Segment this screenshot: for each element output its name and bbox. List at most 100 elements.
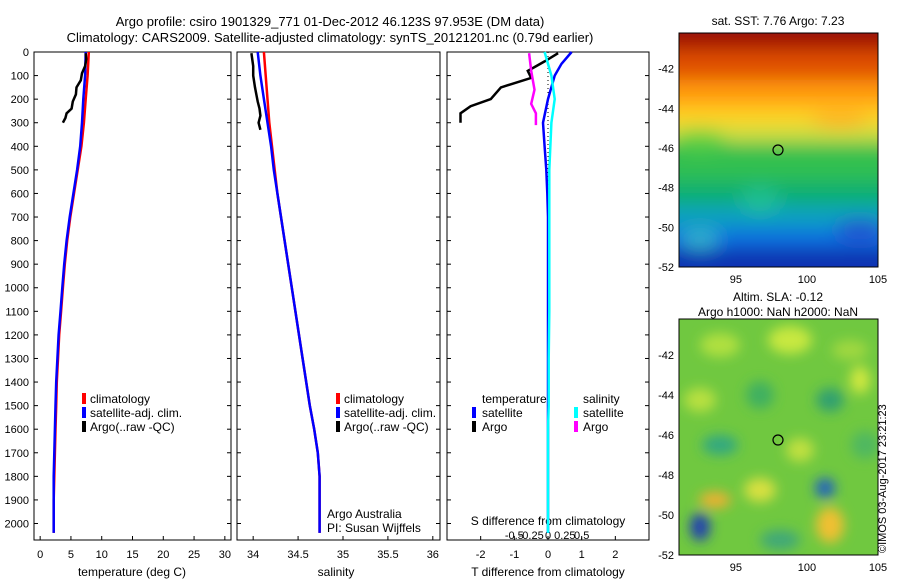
legend-swatch-t-satellite xyxy=(472,407,476,418)
depth-tick-label: 1100 xyxy=(5,306,29,318)
series-line-1 xyxy=(459,52,559,123)
legend-swatch-climatology xyxy=(82,393,86,404)
sla-map-frame xyxy=(678,318,879,556)
sst-y-axis: -42 -44 -46 -48 -50 -52 xyxy=(658,64,674,274)
map-y-tick-label: -42 xyxy=(658,350,674,362)
series-line-3 xyxy=(527,53,538,126)
x-tick-label: 34.5 xyxy=(287,549,308,561)
legend-swatch-climatology xyxy=(336,393,340,404)
attribution-line2: PI: Susan Wijffels xyxy=(327,521,421,535)
temperature-axes xyxy=(33,51,232,541)
x-tick-label: 15 xyxy=(126,549,138,561)
series-line-2 xyxy=(61,53,88,124)
map-y-tick-label: -44 xyxy=(658,103,674,115)
legend-swatch-t-argo xyxy=(472,421,476,432)
map-y-tick-label: -48 xyxy=(658,470,674,482)
legend-label-t-argo: Argo xyxy=(482,420,508,434)
x-tick-label: 35 xyxy=(337,549,349,561)
temperature-xlabel: temperature (deg C) xyxy=(78,565,186,579)
depth-tick-label: 800 xyxy=(11,236,29,248)
map-y-tick-label: -44 xyxy=(658,390,674,402)
legend-label-argo: Argo(..raw -QC) xyxy=(344,420,429,434)
temperature-series xyxy=(52,51,91,533)
chart-subtitle: Climatology: CARS2009. Satellite-adjuste… xyxy=(66,30,594,45)
x-tick-label: 1 xyxy=(579,549,585,561)
x-tick-label: 5 xyxy=(68,549,74,561)
x-tick-label: 35.5 xyxy=(377,549,398,561)
sst-map-title: sat. SST: 7.76 Argo: 7.23 xyxy=(712,14,845,28)
depth-tick-label: 500 xyxy=(11,165,29,177)
depth-axis: 0 100 200 300 400 500 600 700 800 900 1000 1100 1200… xyxy=(5,47,649,530)
legend-label-satellite: satellite-adj. clim. xyxy=(90,406,182,420)
depth-tick-label: 1200 xyxy=(5,330,29,342)
sla-heatmap xyxy=(679,319,878,555)
x-tick-label: -2 xyxy=(476,549,486,561)
temperature-legend: climatology satellite-adj. clim. Argo(..… xyxy=(82,392,182,434)
map-x-tick-label: 100 xyxy=(798,562,816,574)
map-y-tick-label: -52 xyxy=(658,262,674,274)
legend-label-climatology: climatology xyxy=(344,392,404,406)
legend-swatch-satellite xyxy=(82,407,86,418)
depth-tick-label: 0 xyxy=(23,47,29,59)
legend-label-satellite: satellite-adj. clim. xyxy=(344,406,436,420)
sst-x-axis: 95 100 105 xyxy=(730,274,887,286)
legend-swatch-s-argo xyxy=(574,421,578,432)
salinity-legend: climatology satellite-adj. clim. Argo(..… xyxy=(327,392,436,535)
x-tick-label: 20 xyxy=(157,549,169,561)
map-x-tick-label: 100 xyxy=(798,274,816,286)
attribution-line1: Argo Australia xyxy=(327,507,402,521)
depth-tick-label: 1600 xyxy=(5,424,29,436)
series-line-1 xyxy=(52,51,87,533)
sst-heatmap xyxy=(679,33,878,267)
depth-tick-label: 1300 xyxy=(5,353,29,365)
x-tick-label: 25 xyxy=(188,549,200,561)
series-line-1 xyxy=(256,51,321,533)
depth-tick-label: 1800 xyxy=(5,471,29,483)
difference-series xyxy=(459,51,573,533)
legend-label-s-argo: Argo xyxy=(583,420,609,434)
map-y-tick-label: -46 xyxy=(658,143,674,155)
x-tick-label: 34 xyxy=(247,549,259,561)
x-tick-label: 0.25 xyxy=(554,530,575,542)
x-tick-label: 0 xyxy=(37,549,43,561)
legend-swatch-argo xyxy=(82,421,86,432)
salinity-x-axis: 34 34.5 35 35.5 36 xyxy=(247,536,439,561)
sla-map-title: Altim. SLA: -0.12 xyxy=(733,290,823,304)
difference-legend: temperature salinity satellite Argo sate… xyxy=(472,392,624,434)
map-x-tick-label: 95 xyxy=(730,562,742,574)
temperature-x-axis: 0 5 10 15 20 25 30 xyxy=(37,536,231,561)
map-y-tick-label: -46 xyxy=(658,430,674,442)
x-tick-label: 36 xyxy=(427,549,439,561)
legend-swatch-satellite xyxy=(336,407,340,418)
x-tick-label: -0.5 xyxy=(505,530,524,542)
x-tick-label: 0.5 xyxy=(574,530,589,542)
chart-title: Argo profile: csiro 1901329_771 01-Dec-2… xyxy=(115,14,545,29)
credit-text: ©IMOS 03-Aug-2017 23:21:23 xyxy=(877,404,889,553)
map-y-tick-label: -48 xyxy=(658,183,674,195)
map-x-tick-label: 105 xyxy=(869,562,887,574)
depth-tick-label: 1900 xyxy=(5,495,29,507)
depth-tick-label: 1700 xyxy=(5,448,29,460)
x-tick-label: 30 xyxy=(219,549,231,561)
sla-y-axis: -42 -44 -46 -48 -50 -52 xyxy=(658,350,674,562)
sla-map-subtitle: Argo h1000: NaN h2000: NaN xyxy=(698,305,858,319)
map-x-tick-label: 95 xyxy=(730,274,742,286)
depth-tick-label: 100 xyxy=(11,71,29,83)
legend-swatch-s-satellite xyxy=(574,407,578,418)
salinity-axes xyxy=(236,51,441,541)
legend-header-temperature: temperature xyxy=(482,392,547,406)
legend-swatch-argo xyxy=(336,421,340,432)
salinity-series xyxy=(250,51,321,533)
sla-argo-marker xyxy=(772,434,784,446)
depth-tick-label: 1000 xyxy=(5,283,29,295)
depth-tick-label: 200 xyxy=(11,94,29,106)
x-tick-label: 0 xyxy=(545,549,551,561)
depth-tick-label: 900 xyxy=(11,259,29,271)
legend-header-salinity: salinity xyxy=(583,392,620,406)
x-tick-label: -1 xyxy=(509,549,519,561)
x-tick-label: 10 xyxy=(96,549,108,561)
depth-tick-label: 2000 xyxy=(5,518,29,530)
series-line-2 xyxy=(543,51,556,533)
sla-x-axis: 95 100 105 xyxy=(730,562,887,574)
